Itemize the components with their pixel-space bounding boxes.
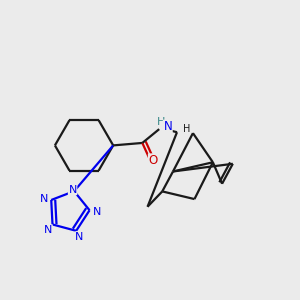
Text: H: H [157,117,165,128]
Text: H: H [182,124,190,134]
Text: N: N [44,225,52,235]
Text: N: N [68,185,77,195]
Text: N: N [164,120,172,133]
Text: N: N [93,207,101,217]
Text: O: O [148,154,158,167]
Text: N: N [75,232,83,242]
Text: N: N [40,194,49,204]
